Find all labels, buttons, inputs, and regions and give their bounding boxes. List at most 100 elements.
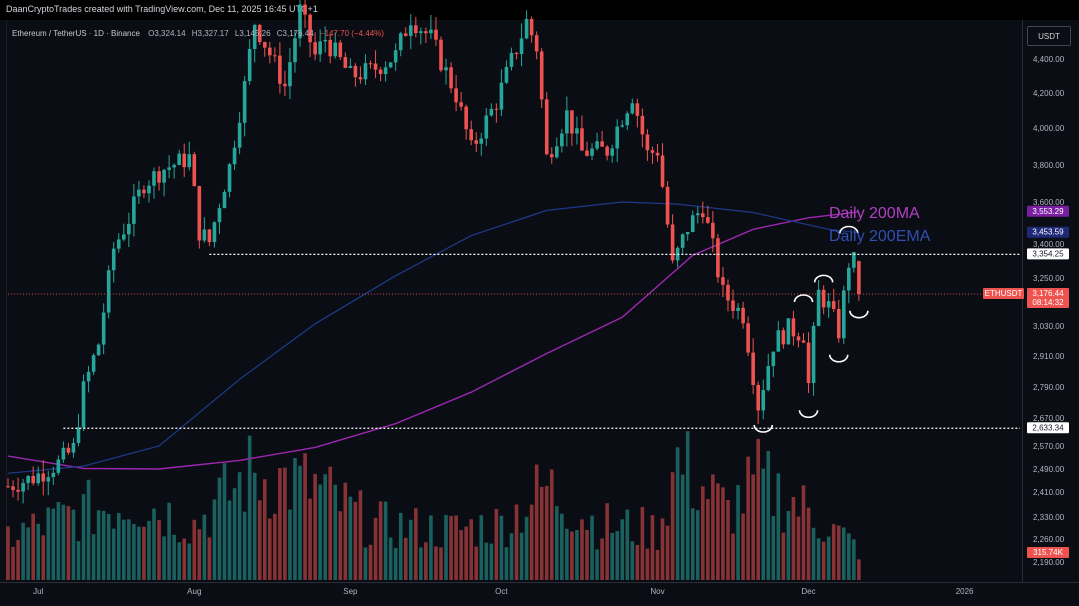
volume-bar bbox=[655, 549, 660, 580]
volume-bar bbox=[182, 538, 187, 580]
candle-body bbox=[26, 476, 30, 483]
candle-body bbox=[232, 147, 237, 165]
candle-body bbox=[182, 153, 187, 168]
time-scale[interactable] bbox=[0, 582, 1079, 606]
candle-body bbox=[554, 146, 559, 158]
volume-bar bbox=[504, 547, 509, 580]
candle-body bbox=[585, 150, 589, 156]
price-tick-label: 2,190.00 bbox=[1033, 558, 1065, 567]
volume-bar bbox=[122, 519, 126, 580]
candle-body bbox=[429, 29, 433, 34]
volume-bar bbox=[554, 506, 559, 580]
resistance-price-tag-bg bbox=[1027, 248, 1069, 260]
candle-body bbox=[439, 39, 443, 71]
candle-body bbox=[816, 289, 821, 326]
candle-body bbox=[756, 385, 760, 411]
price-tick-label: 3,030.00 bbox=[1033, 322, 1065, 331]
candle-body bbox=[791, 318, 796, 337]
volume-bar bbox=[308, 498, 312, 580]
price-tick-label: 2,330.00 bbox=[1033, 513, 1065, 522]
volume-bar bbox=[756, 438, 760, 580]
volume-bar bbox=[157, 520, 161, 580]
candle-body bbox=[293, 38, 297, 63]
volume-bar bbox=[539, 486, 544, 580]
volume-bar bbox=[806, 507, 811, 580]
volume-bar bbox=[771, 516, 776, 580]
volume-bar bbox=[11, 546, 15, 580]
candle-body bbox=[242, 81, 247, 123]
volume-bar bbox=[544, 485, 549, 580]
volume-bar bbox=[852, 539, 856, 580]
peak-arc bbox=[793, 294, 814, 303]
price-tick-label: 2,910.00 bbox=[1033, 352, 1065, 361]
volume-bar bbox=[761, 468, 766, 580]
volume-bar bbox=[595, 549, 599, 580]
price-tick-label: 3,400.00 bbox=[1033, 240, 1065, 249]
candle-body bbox=[61, 447, 66, 460]
volume-bar bbox=[524, 516, 529, 580]
candle-body bbox=[841, 290, 846, 339]
volume-bar bbox=[414, 508, 418, 580]
candle-body bbox=[66, 447, 71, 453]
candle-body bbox=[640, 115, 645, 135]
volume-bar bbox=[640, 507, 645, 580]
candle-body bbox=[711, 222, 715, 239]
price-tick-label: 3,600.00 bbox=[1033, 198, 1065, 207]
volume-bar bbox=[514, 504, 519, 580]
candle-body bbox=[549, 154, 554, 158]
volume-bar bbox=[21, 522, 25, 580]
price-tick-label: 2,410.00 bbox=[1033, 488, 1065, 497]
volume-bar bbox=[816, 538, 821, 580]
price-tick-label: 3,800.00 bbox=[1033, 161, 1065, 170]
peak-arc bbox=[813, 274, 834, 283]
top-bar: DaanCryptoTrades created with TradingVie… bbox=[0, 0, 1079, 20]
volume-bar bbox=[383, 501, 388, 580]
volume-bar bbox=[318, 484, 322, 580]
candle-body bbox=[348, 65, 353, 68]
volume-bar bbox=[534, 464, 539, 580]
volume-bar bbox=[570, 531, 574, 580]
ma200-line bbox=[7, 211, 859, 470]
volume-bar bbox=[101, 510, 106, 580]
volume-bar bbox=[746, 456, 750, 580]
peak-arc bbox=[839, 225, 859, 234]
candle-body bbox=[177, 153, 181, 165]
ma-annotation: Daily 200MA bbox=[829, 205, 920, 222]
candle-body bbox=[91, 355, 96, 372]
candle-body bbox=[207, 229, 212, 243]
time-tick-label: Nov bbox=[650, 587, 664, 596]
time-tick-label: Sep bbox=[343, 587, 358, 596]
candle-body bbox=[570, 110, 574, 134]
candle-body bbox=[620, 125, 625, 127]
volume-bar bbox=[660, 518, 665, 580]
volume-bar bbox=[147, 520, 151, 580]
volume-bar bbox=[444, 514, 448, 580]
volume-bar bbox=[212, 499, 217, 580]
volume-bar bbox=[605, 503, 609, 580]
volume-bar bbox=[66, 506, 71, 580]
candle-body bbox=[786, 318, 791, 345]
volume-bar bbox=[116, 513, 121, 580]
volume-bar bbox=[434, 546, 438, 580]
symbol-price-tag: ETHUSDT bbox=[985, 289, 1023, 298]
candle-body bbox=[101, 312, 106, 345]
candle-body bbox=[137, 189, 141, 197]
candle-body bbox=[434, 29, 438, 40]
volume-bar bbox=[575, 530, 579, 580]
volume-bar bbox=[484, 542, 489, 580]
currency-button[interactable]: USDT bbox=[1027, 26, 1071, 46]
candle-body bbox=[36, 473, 41, 484]
candle-body bbox=[680, 234, 685, 248]
volume-bar bbox=[293, 458, 297, 580]
price-tick-label: 2,490.00 bbox=[1033, 465, 1065, 474]
volume-bar bbox=[821, 541, 826, 580]
volume-bar bbox=[61, 504, 66, 580]
price-tick-label: 2,570.00 bbox=[1033, 442, 1065, 451]
volume-bar bbox=[242, 511, 247, 580]
candle-body bbox=[122, 234, 126, 240]
volume-bar bbox=[51, 508, 56, 580]
candle-body bbox=[132, 196, 136, 224]
plot-area[interactable] bbox=[6, 20, 1023, 582]
volume-bar bbox=[847, 533, 851, 580]
volume-bar bbox=[695, 510, 700, 580]
